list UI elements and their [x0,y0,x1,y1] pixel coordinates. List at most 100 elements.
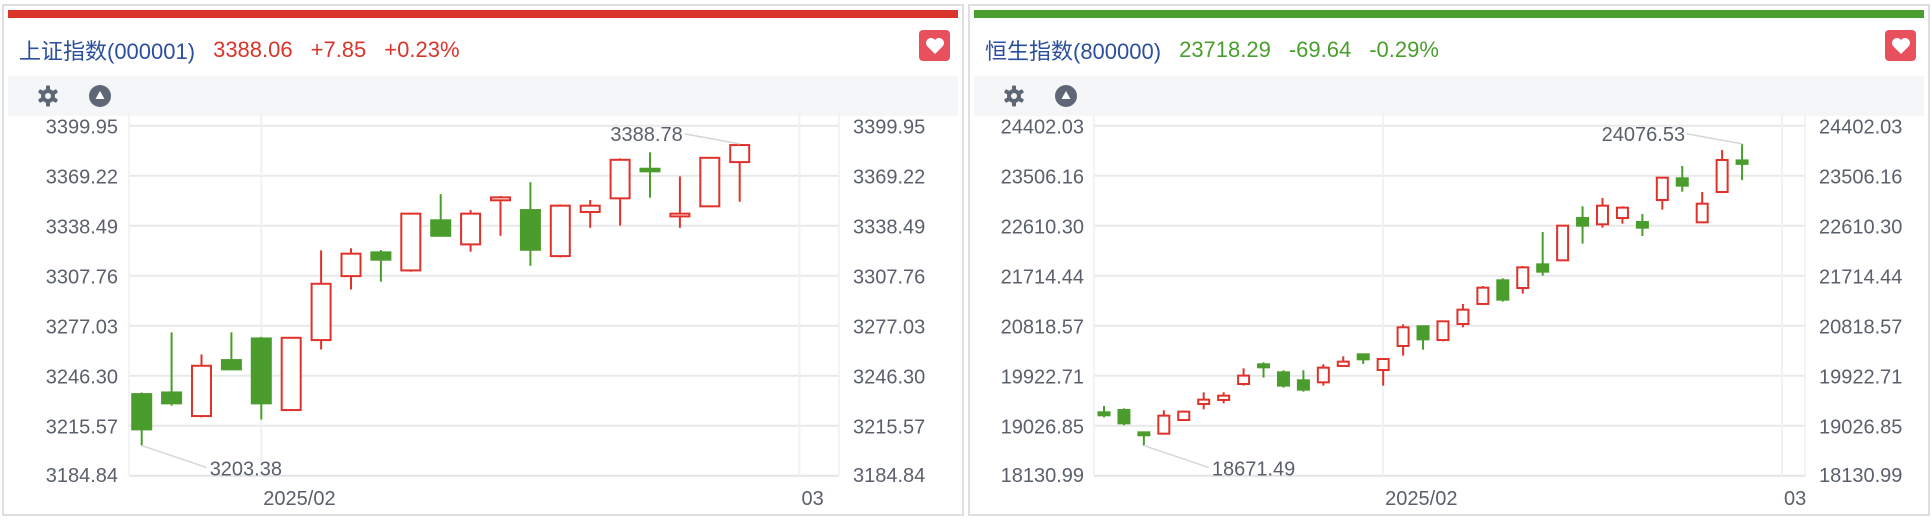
candle-body-up [1436,320,1450,342]
triangle-up-circle-icon[interactable] [1054,84,1078,108]
favorite-button[interactable] [1885,30,1916,61]
gear-icon[interactable] [1002,84,1026,108]
y-tick-label-right: 3215.57 [853,417,925,439]
candle-body-down [1257,363,1271,369]
y-tick-label-right: 3307.76 [853,267,925,289]
candle-body-up [1615,206,1629,220]
candle-body-up [669,212,691,218]
candle-body-up [1177,410,1191,421]
y-tick-label-left: 3246.30 [46,367,118,389]
candle-body-down [250,337,272,405]
candle-body-down [1576,217,1590,227]
candle-body-up [340,252,362,278]
y-tick-label-left: 20818.57 [1001,317,1084,339]
favorite-button[interactable] [919,30,950,61]
y-tick-label-left: 23506.16 [1001,167,1084,189]
y-tick-label-left: 19026.85 [1001,417,1084,439]
candle-body-down [131,393,153,431]
y-tick-label-right: 23506.16 [1819,167,1902,189]
candle-body-down [1356,353,1370,361]
trend-bar [974,10,1924,18]
candle-body-up [191,364,212,418]
y-tick-label-left: 21714.44 [1001,267,1084,289]
candle-body-up [460,212,482,246]
y-tick-label-right: 3277.03 [853,317,925,339]
candle-body-down [1097,411,1111,417]
triangle-up-circle-icon[interactable] [88,84,112,108]
candle-body-up [699,156,721,208]
quote-header: 恒生指数(800000) 23718.29 -69.64 -0.29% [985,34,1457,66]
candle-body-up [1396,326,1410,347]
chart-toolbar [8,76,958,116]
y-tick-label-left: 22610.30 [1001,217,1084,239]
candle-body-down [430,219,452,237]
candle-body-down [1276,371,1290,387]
y-tick-label-right: 18130.99 [1819,465,1902,487]
candle-body-up [1476,286,1490,305]
index-change-pct: -0.29% [1369,37,1439,62]
index-price: 3388.06 [213,37,293,62]
candle-body-up [1715,158,1729,194]
candle-body-up [280,336,302,412]
heart-icon [1891,37,1910,54]
candle-body-up [1655,176,1669,201]
high-annotation-label: 3388.78 [610,124,682,146]
candle-body-up [1516,266,1530,290]
candle-body-up [1336,360,1350,367]
y-tick-label-left: 19922.71 [1001,367,1084,389]
index-change: +7.85 [310,37,367,62]
y-tick-label-right: 3369.22 [853,167,925,189]
y-tick-label-right: 21714.44 [1819,267,1902,289]
y-tick-label-right: 19026.85 [1819,417,1902,439]
index-name[interactable]: 上证指数(000001) [19,39,196,64]
candle-body-up [490,196,511,202]
candle-body-down [519,209,541,251]
x-tick-label: 2025/02 [1385,488,1457,510]
high-annotation-label: 24076.53 [1602,124,1685,146]
candle-body-down [1675,177,1689,187]
quote-header: 上证指数(000001) 3388.06 +7.85 +0.23% [19,34,478,66]
high-annotation-line [684,133,740,145]
index-name[interactable]: 恒生指数(800000) [985,39,1162,64]
low-annotation-label: 18671.49 [1212,459,1295,481]
candle-body-up [1556,224,1570,262]
candle-body-up [1456,308,1470,326]
trend-bar [8,10,958,18]
low-annotation-label: 3203.38 [210,459,282,481]
candle-body-up [310,282,332,342]
candle-body-up [400,212,422,272]
candle-body-up [579,204,601,214]
y-tick-label-left: 3277.03 [46,317,118,339]
candle-body-up [729,144,751,164]
y-tick-label-right: 19922.71 [1819,367,1902,389]
index-price: 23718.29 [1179,37,1271,62]
y-tick-label-left: 3184.84 [46,465,118,487]
y-tick-label-left: 3369.22 [46,167,118,189]
chart-toolbar [974,76,1924,116]
candle-body-down [1137,431,1151,437]
candle-body-down [1635,220,1649,229]
gear-icon[interactable] [36,84,60,108]
candle-body-down [370,251,392,261]
index-change: -69.64 [1288,37,1352,62]
y-tick-label-left: 24402.03 [1001,117,1084,139]
index-change-pct: +0.23% [384,37,460,62]
y-tick-label-left: 3307.76 [46,267,118,289]
panel-sse: 上证指数(000001) 3388.06 +7.85 +0.23% [2,4,964,516]
panel-hsi: 恒生指数(800000) 23718.29 -69.64 -0.29% [968,4,1930,516]
y-tick-label-right: 3246.30 [853,367,925,389]
candle-body-down [1735,159,1749,165]
x-tick-label: 03 [1784,488,1806,510]
y-tick-label-right: 22610.30 [1819,217,1902,239]
y-tick-label-right: 3399.95 [853,117,925,139]
y-tick-label-left: 18130.99 [1001,465,1084,487]
candle-body-down [1117,409,1131,425]
high-annotation-line [1686,133,1743,145]
candle-body-down [1536,263,1550,273]
candle-body-up [609,158,631,200]
candle-body-up [1695,202,1709,224]
y-tick-label-right: 3184.84 [853,465,925,487]
candle-body-up [1197,398,1211,405]
heart-icon [925,37,944,54]
